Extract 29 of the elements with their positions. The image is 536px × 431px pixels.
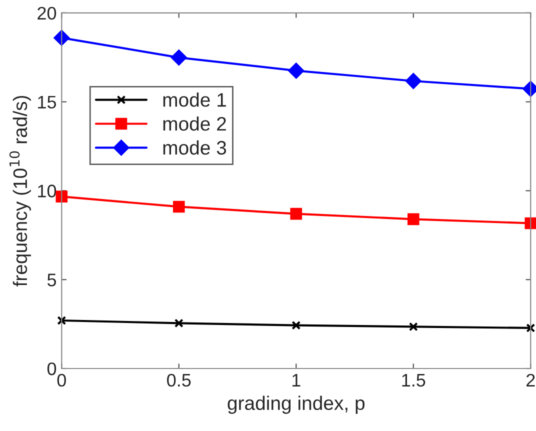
x-tick-label: 1 bbox=[292, 374, 300, 386]
point bbox=[174, 318, 184, 328]
point bbox=[408, 322, 418, 332]
point bbox=[172, 200, 185, 213]
point bbox=[57, 316, 66, 326]
x-tick-label: 0.5 bbox=[167, 374, 191, 387]
point bbox=[290, 208, 302, 220]
point bbox=[288, 62, 304, 79]
point bbox=[524, 217, 536, 230]
y-tick-label: 5 bbox=[47, 274, 56, 286]
y-axis-title: frequency (10$^{10}$ rad/s) bbox=[9, 96, 31, 286]
point bbox=[292, 320, 301, 330]
legend-label: mode 3 bbox=[163, 140, 226, 155]
x-tick-label: 1.5 bbox=[402, 374, 426, 387]
point bbox=[405, 73, 422, 89]
x-tick-label: 0 bbox=[57, 374, 66, 387]
legend-label: mode 1 bbox=[163, 92, 226, 107]
y-tick-label: 0 bbox=[47, 362, 56, 376]
legend-label: mode 2 bbox=[163, 116, 226, 131]
y-tick-label: 10 bbox=[38, 184, 56, 198]
point bbox=[54, 30, 70, 46]
y-tick-label: 20 bbox=[38, 6, 56, 20]
point bbox=[526, 323, 536, 332]
x-tick-label: 2 bbox=[526, 374, 535, 386]
x-axis-title: grading index, p bbox=[228, 396, 365, 414]
point bbox=[407, 213, 420, 226]
y-tick-label: 15 bbox=[38, 96, 56, 109]
point bbox=[170, 50, 187, 66]
point bbox=[56, 190, 68, 202]
